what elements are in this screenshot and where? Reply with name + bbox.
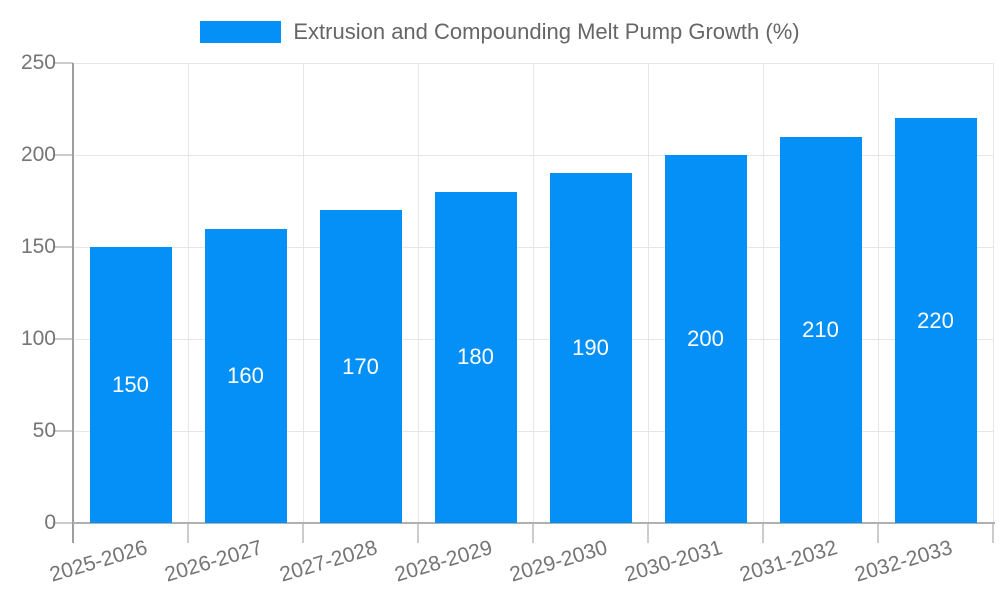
bar-value-label: 160 [227, 362, 264, 388]
y-tick [53, 522, 73, 524]
x-tick [417, 523, 419, 543]
x-axis-label: 2032-2033 [852, 536, 956, 587]
x-axis-label: 2025-2026 [47, 536, 151, 587]
x-gridline [188, 63, 189, 523]
x-axis-label: 2027-2028 [277, 536, 381, 587]
bar[interactable] [894, 118, 977, 523]
y-tick [53, 338, 73, 340]
x-tick [762, 523, 764, 543]
bar-value-label: 170 [342, 353, 379, 379]
legend-swatch-icon [200, 21, 282, 43]
bar-value-label: 180 [457, 344, 494, 370]
bar[interactable] [434, 191, 517, 523]
bar[interactable] [319, 210, 402, 523]
y-axis-label: 0 [44, 511, 56, 534]
bar-value-label: 200 [687, 326, 724, 351]
bar-value-label: 190 [572, 335, 609, 361]
x-axis-label: 2030-2031 [622, 536, 726, 587]
x-tick [647, 523, 649, 543]
y-axis-label: 250 [20, 51, 56, 74]
bar[interactable] [549, 173, 632, 523]
x-gridline [878, 63, 879, 523]
x-tick [302, 523, 304, 543]
x-gridline [993, 63, 994, 523]
bar-value-label: 210 [802, 316, 839, 342]
bar[interactable] [779, 136, 862, 523]
x-gridline [303, 63, 304, 523]
y-tick [53, 246, 73, 248]
y-axis-line [72, 63, 74, 543]
y-axis-label: 50 [32, 419, 56, 442]
x-tick [877, 523, 879, 543]
x-axis-label: 2026-2027 [162, 536, 266, 587]
y-tick [53, 154, 73, 156]
y-axis-label: 200 [20, 143, 56, 166]
x-gridline [418, 63, 419, 523]
x-tick [992, 523, 994, 543]
bar[interactable] [89, 247, 172, 523]
bar-value-label: 220 [917, 307, 954, 333]
x-axis-line [73, 522, 995, 524]
legend[interactable]: Extrusion and Compounding Melt Pump Grow… [0, 19, 1000, 45]
y-tick [53, 62, 73, 64]
x-axis-label: 2029-2030 [507, 536, 611, 587]
x-axis-label: 2028-2029 [392, 536, 496, 587]
y-axis-label: 150 [20, 235, 56, 258]
bar[interactable] [204, 228, 287, 523]
x-tick [532, 523, 534, 543]
x-axis-label: 2031-2032 [737, 536, 841, 587]
bar-value-label: 150 [112, 372, 149, 397]
x-gridline [648, 63, 649, 523]
x-gridline [533, 63, 534, 523]
x-tick [187, 523, 189, 543]
bar[interactable] [664, 155, 747, 523]
y-tick [53, 430, 73, 432]
legend-label: Extrusion and Compounding Melt Pump Grow… [293, 19, 800, 44]
y-axis-label: 100 [20, 327, 56, 350]
x-gridline [763, 63, 764, 523]
